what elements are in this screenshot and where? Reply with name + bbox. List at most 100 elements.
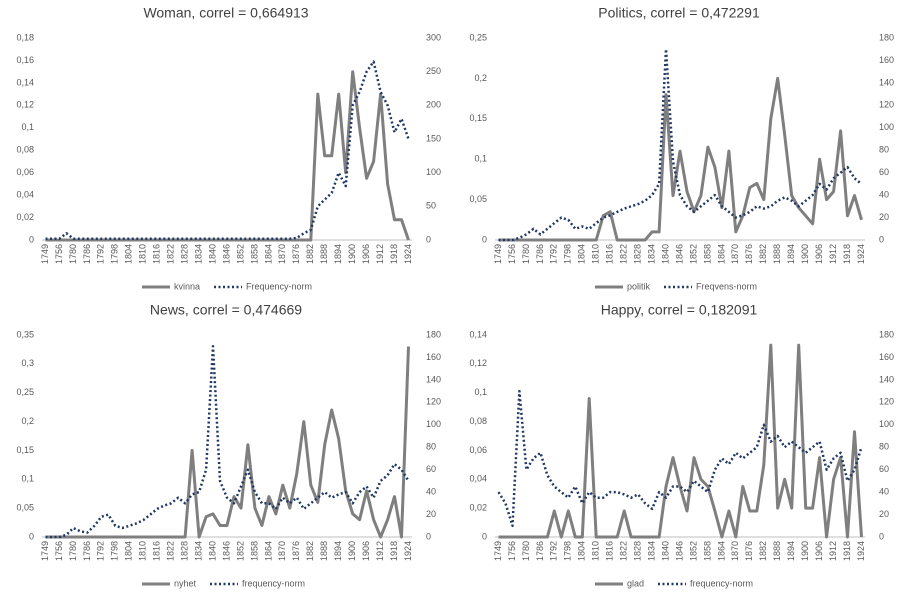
y2-tick-label: 140 [879,374,894,384]
y2-tick-label: 200 [426,100,441,110]
legend-label: Freqvens-norm [696,281,757,291]
y-tick-label: 0,15 [16,445,34,455]
y2-tick-label: 0 [879,531,884,541]
x-tick-label: 1876 [291,244,301,264]
y2-tick-label: 100 [426,419,441,429]
y-tick-label: 0,14 [469,329,487,339]
x-tick-label: 1822 [619,244,629,264]
x-tick-label: 1870 [277,244,287,264]
y2-tick-label: 50 [426,201,436,211]
x-tick-label: 1870 [277,541,287,561]
x-tick-label: 1924 [403,541,413,561]
x-tick-label: 1756 [507,541,517,561]
legend-label: nyhet [174,578,197,588]
y2-tick-label: 80 [879,145,889,155]
x-tick-label: 1852 [688,541,698,561]
x-tick-label: 1792 [549,541,559,561]
y-tick-label: 0,06 [16,167,34,177]
y2-tick-label: 40 [426,486,436,496]
x-tick-label: 1876 [744,244,754,264]
x-tick-label: 1852 [235,541,245,561]
y2-tick-label: 250 [426,66,441,76]
x-tick-label: 1900 [800,541,810,561]
x-tick-label: 1792 [549,244,559,264]
y-tick-label: 0 [29,234,34,244]
x-tick-label: 1918 [389,244,399,264]
x-tick-label: 1918 [389,541,399,561]
x-tick-label: 1840 [207,244,217,264]
y-tick-label: 0,12 [469,358,487,368]
x-tick-label: 1894 [333,244,343,264]
x-tick-label: 1810 [591,244,601,264]
y2-tick-label: 60 [426,464,436,474]
x-tick-label: 1816 [605,244,615,264]
y-tick-label: 0,08 [16,145,34,155]
x-tick-label: 1888 [319,541,329,561]
x-tick-label: 1834 [646,244,656,264]
y2-tick-label: 60 [879,464,889,474]
x-tick-label: 1864 [716,244,726,264]
x-tick-label: 1798 [563,244,573,264]
y-tick-label: 0,04 [16,189,34,199]
x-tick-label: 1888 [772,541,782,561]
y-tick-label: 0,25 [469,32,487,42]
y2-tick-label: 160 [879,352,894,362]
x-tick-label: 1894 [786,541,796,561]
x-tick-label: 1894 [786,244,796,264]
y-tick-label: 0,12 [16,100,34,110]
y2-tick-label: 80 [879,442,889,452]
y2-tick-label: 300 [426,32,441,42]
x-tick-label: 1858 [249,541,259,561]
x-tick-label: 1804 [124,244,134,264]
x-tick-label: 1882 [305,541,315,561]
x-tick-label: 1834 [646,541,656,561]
x-tick-label: 1792 [96,541,106,561]
y2-tick-label: 40 [879,189,889,199]
x-tick-label: 1810 [138,244,148,264]
y-tick-label: 0,3 [21,358,34,368]
x-tick-label: 1756 [54,541,64,561]
y-tick-label: 0,14 [16,77,34,87]
x-tick-label: 1798 [110,541,120,561]
y2-tick-label: 120 [879,100,894,110]
series-line [45,346,410,539]
legend-label: frequency-norm [242,578,305,588]
x-tick-label: 1846 [674,541,684,561]
y-tick-label: 0,1 [474,154,487,164]
x-tick-label: 1924 [856,541,866,561]
x-tick-label: 1840 [207,541,217,561]
y-tick-label: 0 [482,234,487,244]
series-line [498,343,863,539]
x-tick-label: 1912 [828,244,838,264]
x-tick-label: 1804 [577,244,587,264]
x-tick-label: 1912 [375,541,385,561]
x-tick-label: 1810 [591,541,601,561]
y2-tick-label: 20 [426,509,436,519]
x-tick-label: 1756 [54,244,64,264]
y2-tick-label: 180 [426,329,441,339]
y2-tick-label: 100 [426,167,441,177]
x-tick-label: 1918 [842,244,852,264]
y-tick-label: 0 [482,531,487,541]
y-tick-label: 0,05 [469,194,487,204]
x-tick-label: 1792 [96,244,106,264]
x-tick-label: 1749 [40,244,50,264]
x-tick-label: 1864 [263,541,273,561]
x-tick-label: 1828 [179,244,189,264]
x-tick-label: 1828 [179,541,189,561]
x-tick-label: 1882 [758,541,768,561]
y-tick-label: 0,15 [469,113,487,123]
x-tick-label: 1786 [535,244,545,264]
x-tick-label: 1786 [82,244,92,264]
x-tick-label: 1816 [152,541,162,561]
x-tick-label: 1834 [193,244,203,264]
y2-tick-label: 0 [879,234,884,244]
x-tick-label: 1900 [800,244,810,264]
x-tick-label: 1840 [660,244,670,264]
x-tick-label: 1906 [814,541,824,561]
y2-tick-label: 100 [879,122,894,132]
series-line [498,76,863,242]
chart-title: Happy, correl = 0,182091 [601,302,758,318]
x-tick-label: 1810 [138,541,148,561]
